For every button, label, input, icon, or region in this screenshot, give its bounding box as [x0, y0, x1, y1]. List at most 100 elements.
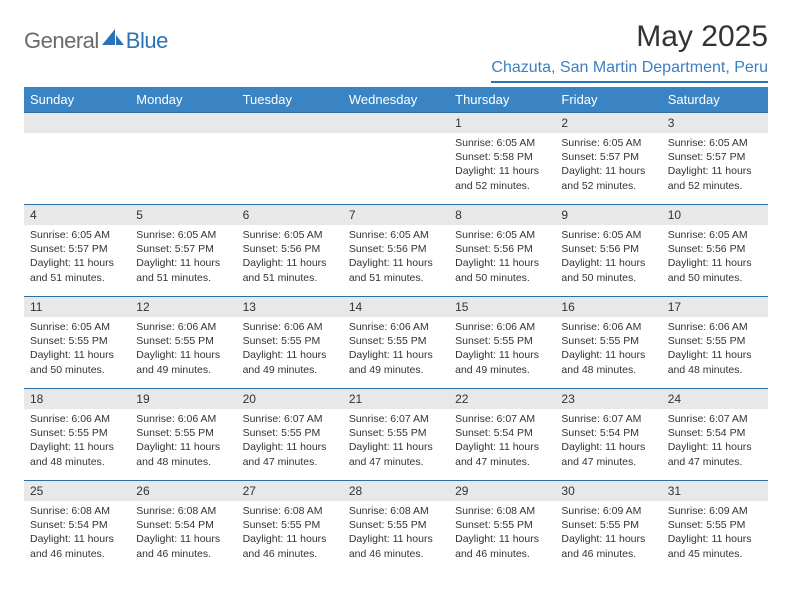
calendar-cell: [24, 113, 130, 205]
calendar-cell: 27Sunrise: 6:08 AMSunset: 5:55 PMDayligh…: [237, 481, 343, 573]
day-number: 12: [130, 297, 236, 317]
weekday-header: Thursday: [449, 87, 555, 113]
calendar-cell: 24Sunrise: 6:07 AMSunset: 5:54 PMDayligh…: [662, 389, 768, 481]
day-number: 8: [449, 205, 555, 225]
calendar-cell: 10Sunrise: 6:05 AMSunset: 5:56 PMDayligh…: [662, 205, 768, 297]
weekday-header: Wednesday: [343, 87, 449, 113]
day-details: Sunrise: 6:05 AMSunset: 5:55 PMDaylight:…: [24, 317, 130, 383]
day-details: Sunrise: 6:06 AMSunset: 5:55 PMDaylight:…: [662, 317, 768, 383]
day-details: Sunrise: 6:06 AMSunset: 5:55 PMDaylight:…: [343, 317, 449, 383]
calendar-week-row: 18Sunrise: 6:06 AMSunset: 5:55 PMDayligh…: [24, 389, 768, 481]
month-title: May 2025: [491, 20, 768, 53]
calendar-cell: 15Sunrise: 6:06 AMSunset: 5:55 PMDayligh…: [449, 297, 555, 389]
day-details: Sunrise: 6:06 AMSunset: 5:55 PMDaylight:…: [449, 317, 555, 383]
calendar-cell: 31Sunrise: 6:09 AMSunset: 5:55 PMDayligh…: [662, 481, 768, 573]
logo-sail-icon: [102, 29, 124, 45]
empty-day-number: [130, 113, 236, 133]
calendar-cell: 7Sunrise: 6:05 AMSunset: 5:56 PMDaylight…: [343, 205, 449, 297]
calendar-cell: 19Sunrise: 6:06 AMSunset: 5:55 PMDayligh…: [130, 389, 236, 481]
day-number: 18: [24, 389, 130, 409]
day-number: 23: [555, 389, 661, 409]
calendar-cell: 20Sunrise: 6:07 AMSunset: 5:55 PMDayligh…: [237, 389, 343, 481]
weekday-header: Saturday: [662, 87, 768, 113]
day-details: Sunrise: 6:05 AMSunset: 5:58 PMDaylight:…: [449, 133, 555, 199]
day-details: Sunrise: 6:07 AMSunset: 5:55 PMDaylight:…: [237, 409, 343, 475]
day-number: 17: [662, 297, 768, 317]
calendar-cell: 5Sunrise: 6:05 AMSunset: 5:57 PMDaylight…: [130, 205, 236, 297]
day-number: 20: [237, 389, 343, 409]
day-number: 15: [449, 297, 555, 317]
calendar-cell: [343, 113, 449, 205]
calendar-cell: 18Sunrise: 6:06 AMSunset: 5:55 PMDayligh…: [24, 389, 130, 481]
day-details: Sunrise: 6:06 AMSunset: 5:55 PMDaylight:…: [130, 409, 236, 475]
calendar-cell: [237, 113, 343, 205]
calendar-cell: 25Sunrise: 6:08 AMSunset: 5:54 PMDayligh…: [24, 481, 130, 573]
logo-text-general: General: [24, 28, 99, 54]
calendar-cell: 14Sunrise: 6:06 AMSunset: 5:55 PMDayligh…: [343, 297, 449, 389]
day-details: Sunrise: 6:05 AMSunset: 5:56 PMDaylight:…: [555, 225, 661, 291]
day-details: Sunrise: 6:08 AMSunset: 5:55 PMDaylight:…: [237, 501, 343, 567]
day-details: Sunrise: 6:05 AMSunset: 5:57 PMDaylight:…: [24, 225, 130, 291]
calendar-cell: 21Sunrise: 6:07 AMSunset: 5:55 PMDayligh…: [343, 389, 449, 481]
day-number: 5: [130, 205, 236, 225]
logo: General Blue: [24, 28, 168, 54]
day-number: 27: [237, 481, 343, 501]
day-number: 24: [662, 389, 768, 409]
calendar-cell: 26Sunrise: 6:08 AMSunset: 5:54 PMDayligh…: [130, 481, 236, 573]
day-details: Sunrise: 6:07 AMSunset: 5:54 PMDaylight:…: [662, 409, 768, 475]
day-number: 29: [449, 481, 555, 501]
calendar-table: SundayMondayTuesdayWednesdayThursdayFrid…: [24, 87, 768, 573]
calendar-cell: 8Sunrise: 6:05 AMSunset: 5:56 PMDaylight…: [449, 205, 555, 297]
calendar-cell: 2Sunrise: 6:05 AMSunset: 5:57 PMDaylight…: [555, 113, 661, 205]
day-details: Sunrise: 6:08 AMSunset: 5:55 PMDaylight:…: [343, 501, 449, 567]
location: Chazuta, San Martin Department, Peru: [491, 59, 768, 83]
calendar-cell: 1Sunrise: 6:05 AMSunset: 5:58 PMDaylight…: [449, 113, 555, 205]
day-details: Sunrise: 6:05 AMSunset: 5:57 PMDaylight:…: [555, 133, 661, 199]
calendar-cell: 9Sunrise: 6:05 AMSunset: 5:56 PMDaylight…: [555, 205, 661, 297]
day-number: 26: [130, 481, 236, 501]
day-number: 11: [24, 297, 130, 317]
empty-day-number: [237, 113, 343, 133]
day-details: Sunrise: 6:08 AMSunset: 5:54 PMDaylight:…: [24, 501, 130, 567]
day-number: 22: [449, 389, 555, 409]
day-details: Sunrise: 6:08 AMSunset: 5:54 PMDaylight:…: [130, 501, 236, 567]
day-details: Sunrise: 6:06 AMSunset: 5:55 PMDaylight:…: [24, 409, 130, 475]
day-number: 6: [237, 205, 343, 225]
day-details: Sunrise: 6:06 AMSunset: 5:55 PMDaylight:…: [130, 317, 236, 383]
calendar-cell: 4Sunrise: 6:05 AMSunset: 5:57 PMDaylight…: [24, 205, 130, 297]
empty-day-number: [24, 113, 130, 133]
calendar-cell: 3Sunrise: 6:05 AMSunset: 5:57 PMDaylight…: [662, 113, 768, 205]
calendar-body: 1Sunrise: 6:05 AMSunset: 5:58 PMDaylight…: [24, 113, 768, 573]
weekday-header: Friday: [555, 87, 661, 113]
day-details: Sunrise: 6:05 AMSunset: 5:57 PMDaylight:…: [130, 225, 236, 291]
calendar-cell: 12Sunrise: 6:06 AMSunset: 5:55 PMDayligh…: [130, 297, 236, 389]
calendar-cell: 16Sunrise: 6:06 AMSunset: 5:55 PMDayligh…: [555, 297, 661, 389]
weekday-header: Sunday: [24, 87, 130, 113]
calendar-cell: 29Sunrise: 6:08 AMSunset: 5:55 PMDayligh…: [449, 481, 555, 573]
calendar-week-row: 11Sunrise: 6:05 AMSunset: 5:55 PMDayligh…: [24, 297, 768, 389]
empty-day-number: [343, 113, 449, 133]
day-details: Sunrise: 6:05 AMSunset: 5:56 PMDaylight:…: [662, 225, 768, 291]
header: General Blue May 2025 Chazuta, San Marti…: [24, 20, 768, 83]
day-details: Sunrise: 6:07 AMSunset: 5:55 PMDaylight:…: [343, 409, 449, 475]
day-number: 3: [662, 113, 768, 133]
day-number: 19: [130, 389, 236, 409]
calendar-week-row: 25Sunrise: 6:08 AMSunset: 5:54 PMDayligh…: [24, 481, 768, 573]
calendar-header-row: SundayMondayTuesdayWednesdayThursdayFrid…: [24, 87, 768, 113]
day-details: Sunrise: 6:05 AMSunset: 5:56 PMDaylight:…: [449, 225, 555, 291]
day-number: 4: [24, 205, 130, 225]
logo-text-blue: Blue: [126, 28, 168, 54]
weekday-header: Monday: [130, 87, 236, 113]
day-number: 14: [343, 297, 449, 317]
day-number: 28: [343, 481, 449, 501]
day-details: Sunrise: 6:08 AMSunset: 5:55 PMDaylight:…: [449, 501, 555, 567]
day-details: Sunrise: 6:09 AMSunset: 5:55 PMDaylight:…: [555, 501, 661, 567]
day-details: Sunrise: 6:05 AMSunset: 5:56 PMDaylight:…: [237, 225, 343, 291]
calendar-cell: 13Sunrise: 6:06 AMSunset: 5:55 PMDayligh…: [237, 297, 343, 389]
day-details: Sunrise: 6:09 AMSunset: 5:55 PMDaylight:…: [662, 501, 768, 567]
day-details: Sunrise: 6:07 AMSunset: 5:54 PMDaylight:…: [555, 409, 661, 475]
day-number: 30: [555, 481, 661, 501]
calendar-cell: 28Sunrise: 6:08 AMSunset: 5:55 PMDayligh…: [343, 481, 449, 573]
day-number: 2: [555, 113, 661, 133]
calendar-cell: [130, 113, 236, 205]
